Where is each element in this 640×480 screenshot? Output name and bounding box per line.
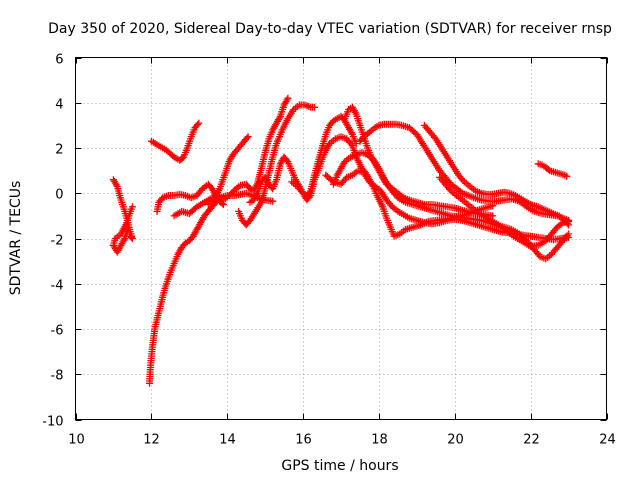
- data-point: [243, 134, 251, 142]
- x-tick-label: 24: [599, 433, 616, 448]
- x-tick-label: 10: [68, 433, 85, 448]
- x-axis-label: GPS time / hours: [281, 458, 398, 474]
- series-arc-16: [436, 173, 573, 250]
- y-tick-label: -6: [51, 324, 64, 339]
- series-arc-5: [170, 189, 277, 220]
- data-point: [311, 103, 318, 111]
- series-arc-3: [147, 119, 203, 164]
- y-tick-label: -10: [42, 415, 63, 430]
- series-arc-15: [420, 121, 573, 229]
- data-point: [565, 230, 573, 238]
- data-point: [359, 134, 366, 142]
- data-point: [565, 218, 573, 225]
- plot-frame: [75, 57, 607, 420]
- series-arc-6: [204, 133, 252, 209]
- y-tick-label: -4: [51, 279, 64, 294]
- data-point: [563, 172, 571, 180]
- series-arc-2: [146, 192, 224, 387]
- x-tick-label: 18: [371, 433, 388, 448]
- y-tick-label: 6: [55, 53, 63, 68]
- series-arc-8: [219, 94, 292, 204]
- data-point: [305, 193, 313, 201]
- data-point: [253, 191, 261, 199]
- data-point: [195, 119, 203, 127]
- x-tick-label: 16: [295, 433, 312, 448]
- x-tick-label: 22: [523, 433, 540, 448]
- y-tick-label: 2: [55, 143, 63, 158]
- series-arc-12: [341, 103, 497, 220]
- y-axis-label: SDTVAR / TECUs: [8, 181, 24, 296]
- y-tick-label: 0: [55, 188, 63, 203]
- chart-title: Day 350 of 2020, Sidereal Day-to-day VTE…: [48, 21, 612, 37]
- x-tick-label: 20: [447, 433, 464, 448]
- data-point: [218, 199, 226, 207]
- data-point: [128, 203, 136, 211]
- data-point: [229, 187, 237, 195]
- data-point: [284, 94, 292, 102]
- x-tick-label: 14: [219, 433, 236, 448]
- data-point: [269, 197, 277, 205]
- data-point: [283, 156, 291, 164]
- series-arc-17: [534, 160, 571, 180]
- y-tick-label: -8: [51, 369, 64, 384]
- y-tick-label: 4: [55, 98, 63, 113]
- data-series: [109, 94, 573, 387]
- y-tick-label: -2: [51, 234, 64, 249]
- series-arc-1: [109, 176, 136, 256]
- data-point: [194, 121, 201, 129]
- data-point: [244, 133, 252, 141]
- series-arc-7: [235, 101, 318, 229]
- x-tick-label: 12: [143, 433, 160, 448]
